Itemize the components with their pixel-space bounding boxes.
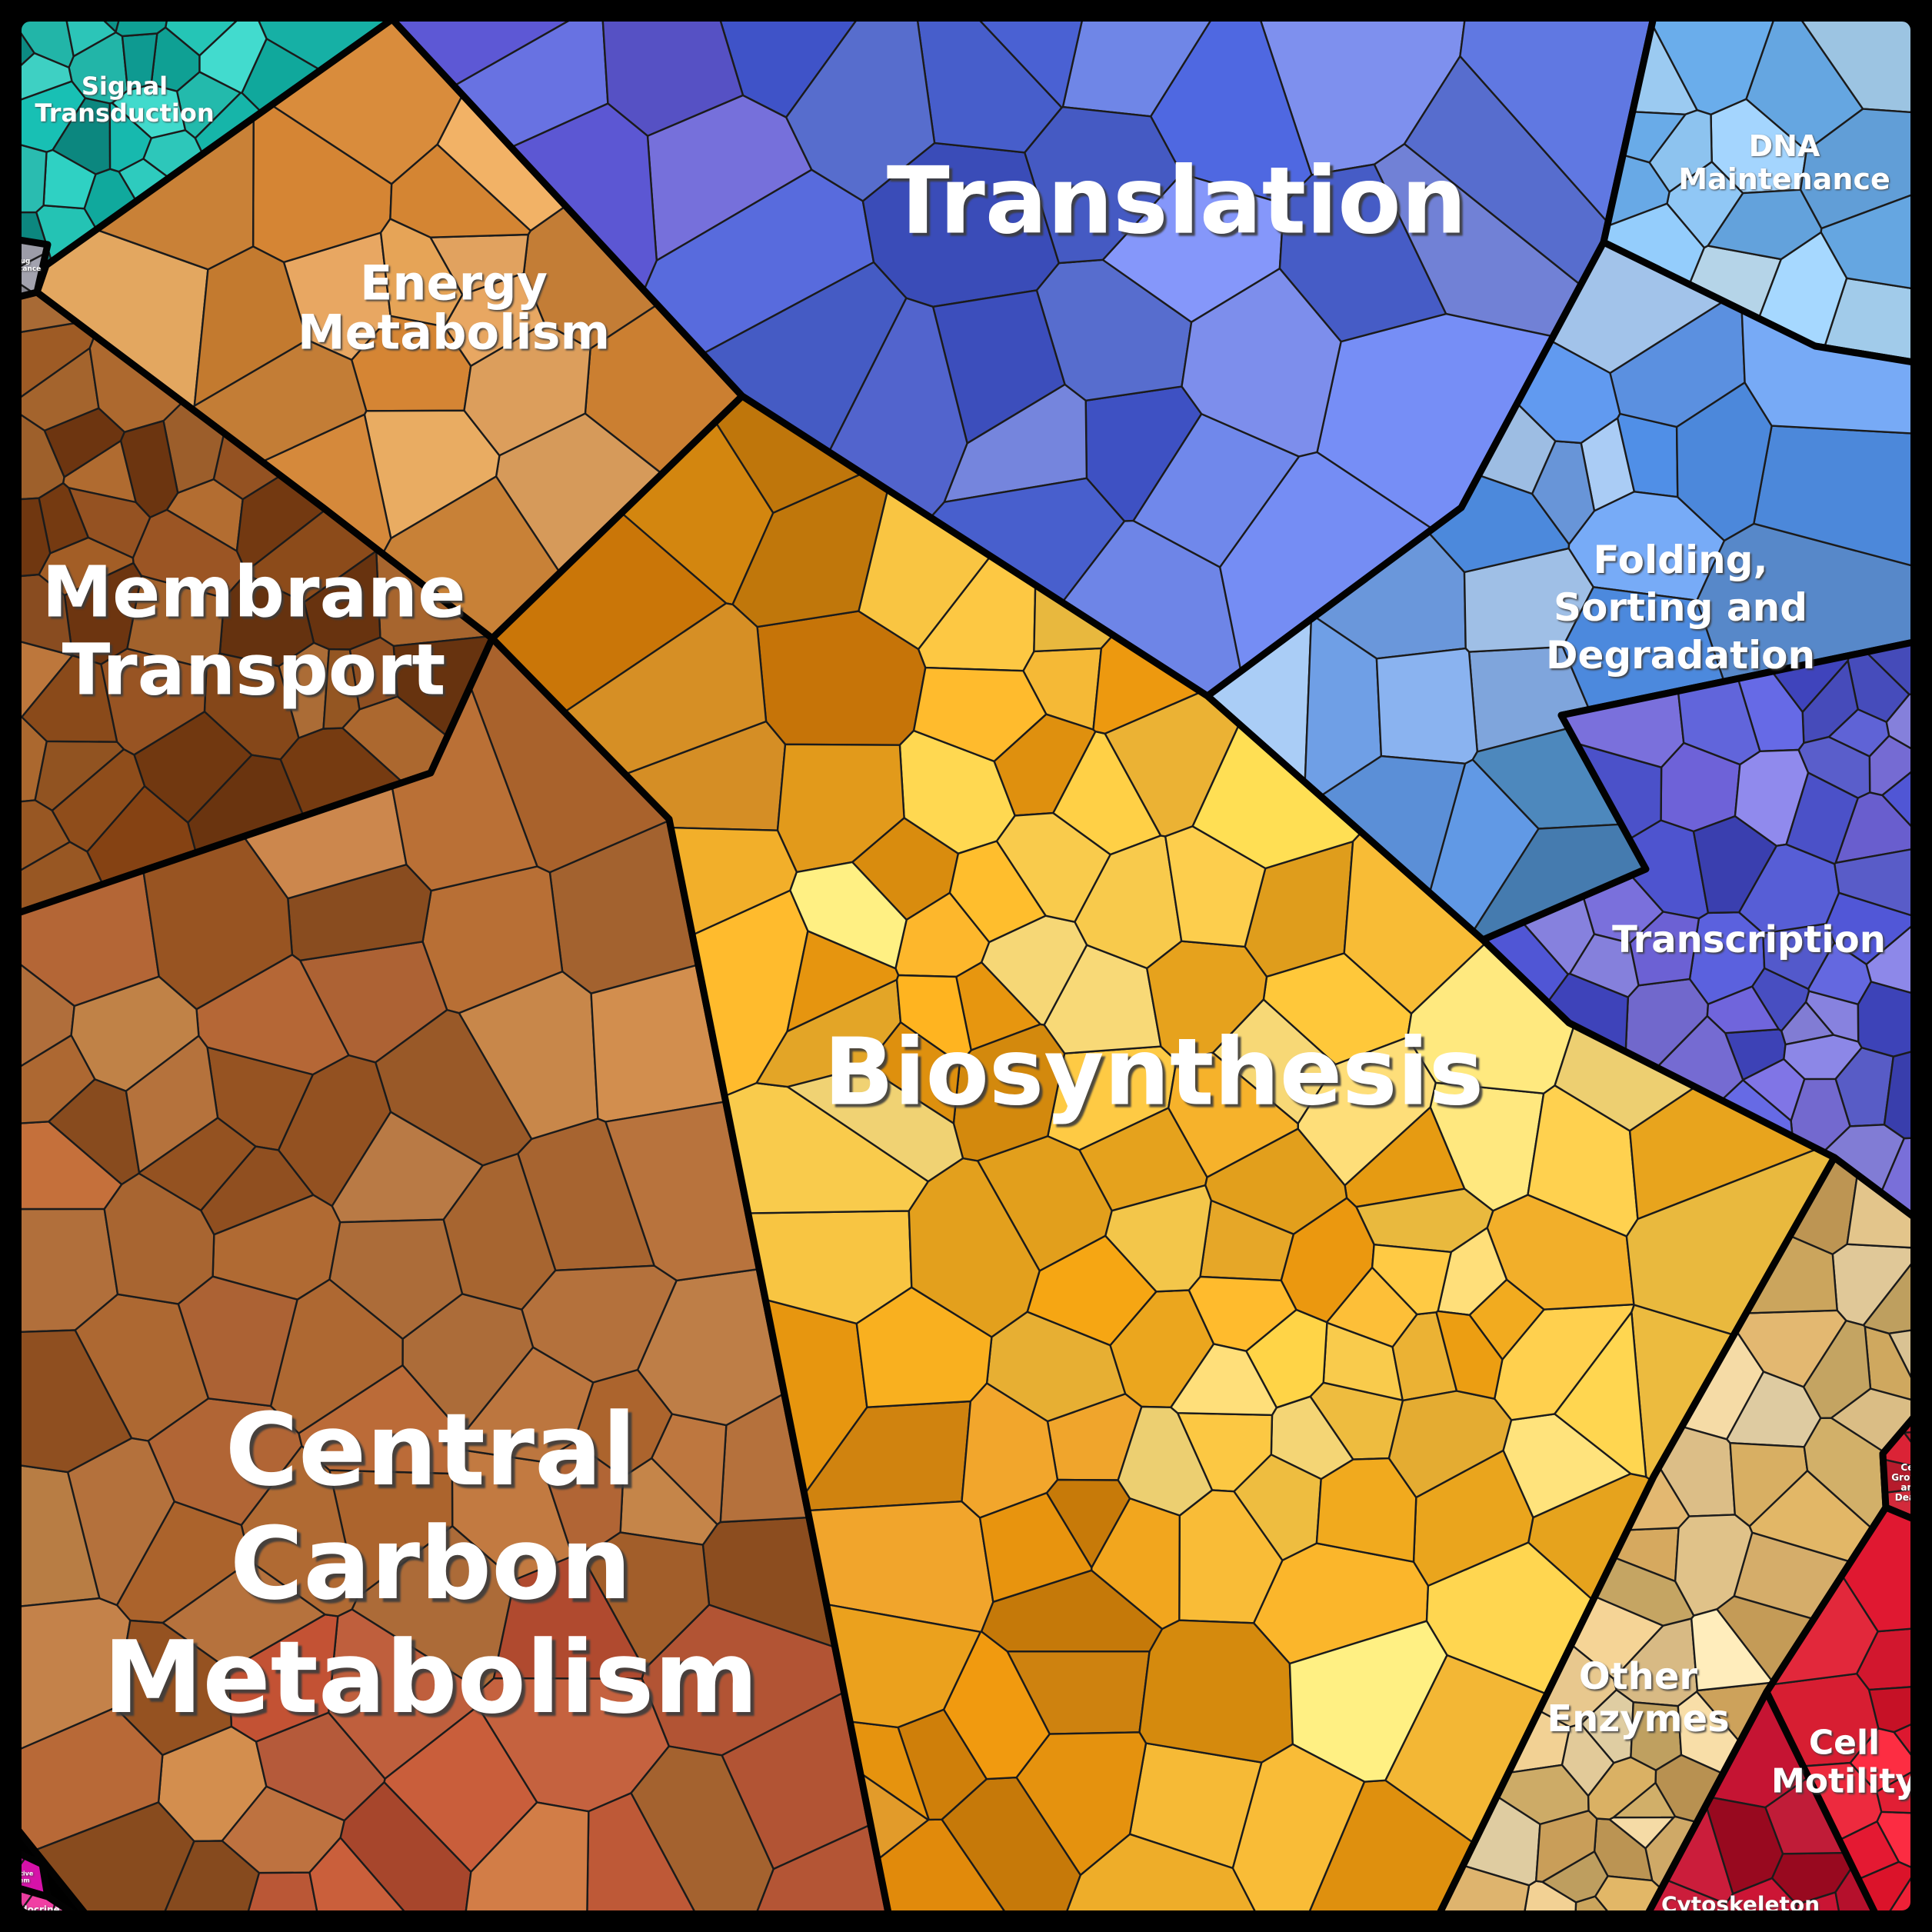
biosynthesis-cell[interactable]	[942, 1631, 1051, 1780]
membrane-transport-cell[interactable]	[100, 648, 208, 756]
central-carbon-metabolism-cell[interactable]	[573, 1368, 673, 1478]
region-label-dna-maintenance: DNA	[1749, 129, 1820, 163]
central-carbon-metabolism-cell[interactable]	[0, 1329, 133, 1474]
energy-metabolism-cell[interactable]	[379, 218, 464, 328]
region-dna-maintenance	[1600, 0, 1932, 369]
region-labels: SignalTransductionEnergyMetabolismMembra…	[1, 72, 1922, 1922]
region-other-enzymes	[1427, 1154, 1922, 1922]
biosynthesis-cell[interactable]	[1554, 1311, 1647, 1478]
transcription-cell[interactable]	[1692, 815, 1777, 914]
biosynthesis-cell[interactable]	[1387, 1390, 1513, 1499]
region-label-central-carbon-metabolism: Carbon	[230, 1505, 631, 1622]
biosynthesis-cell[interactable]	[1168, 1051, 1299, 1178]
biosynthesis-cell[interactable]	[1435, 1310, 1504, 1400]
region-label-digestive-system: Digestive	[1, 1870, 34, 1877]
membrane-transport-cell[interactable]	[119, 420, 179, 518]
membrane-transport-cell[interactable]	[126, 575, 225, 670]
biosynthesis-cell[interactable]	[1231, 1743, 1366, 1932]
drug-resistance-border	[10, 233, 52, 305]
region-membrane-transport	[10, 288, 496, 923]
biosynthesis-cell[interactable]	[1138, 1619, 1294, 1764]
region-label-central-carbon-metabolism: Metabolism	[103, 1619, 758, 1736]
region-label-membrane-transport: Membrane	[42, 551, 465, 634]
folding-sorting-degradation-cell[interactable]	[1516, 339, 1621, 445]
region-central-carbon-metabolism	[0, 635, 896, 1932]
central-carbon-metabolism-cell[interactable]	[328, 1218, 464, 1340]
membrane-transport-cell[interactable]	[68, 487, 152, 559]
region-label-folding-sorting-degradation: Degradation	[1546, 633, 1815, 678]
central-carbon-metabolism-cell[interactable]	[298, 1364, 467, 1475]
region-label-signal-transduction: Signal	[82, 72, 168, 101]
region-label-biosynthesis: Biosynthesis	[824, 1020, 1484, 1127]
cytoskeleton-border	[1634, 1688, 1888, 1922]
other-enzymes-cell[interactable]	[1674, 1514, 1754, 1617]
region-energy-metabolism	[33, 15, 746, 642]
central-carbon-metabolism-cell[interactable]	[125, 1034, 219, 1174]
biosynthesis-cell[interactable]	[786, 1065, 964, 1183]
region-label-folding-sorting-degradation: Folding,	[1594, 538, 1768, 582]
dna-maintenance-cell[interactable]	[1787, 0, 1932, 115]
membrane-transport-cell[interactable]	[322, 648, 361, 730]
translation-cell[interactable]	[959, 0, 1088, 108]
biosynthesis-cell[interactable]	[1170, 1343, 1277, 1417]
biosynthesis-cell[interactable]	[912, 666, 1048, 763]
region-label-transcription: Transcription	[1612, 918, 1886, 961]
region-label-drug-resistance: resistance	[1, 265, 42, 273]
central-carbon-metabolism-cell[interactable]	[212, 1194, 341, 1301]
transcription-cell[interactable]	[1629, 911, 1700, 987]
central-carbon-metabolism-cell[interactable]	[581, 1531, 711, 1671]
central-carbon-metabolism-cell[interactable]	[308, 1837, 423, 1932]
central-carbon-metabolism-cell[interactable]	[177, 1275, 298, 1407]
region-label-other-enzymes: Enzymes	[1547, 1697, 1729, 1740]
region-label-membrane-transport: Transport	[62, 629, 446, 711]
transcription-cell[interactable]	[1568, 933, 1640, 998]
region-label-other-enzymes: Other	[1579, 1655, 1697, 1698]
biosynthesis-cell[interactable]	[978, 1491, 1093, 1603]
central-carbon-metabolism-cell[interactable]	[0, 1121, 123, 1211]
region-label-energy-metabolism: Energy	[360, 255, 548, 311]
signal-transduction-cell[interactable]	[198, 6, 268, 94]
biosynthesis-cell[interactable]	[995, 811, 1111, 923]
other-enzymes-cell[interactable]	[1587, 1756, 1657, 1820]
endocrine-system-border	[10, 1879, 105, 1922]
region-label-cell-motility: Cell	[1809, 1724, 1880, 1763]
translation-cell[interactable]	[785, 0, 936, 202]
central-carbon-metabolism-cell[interactable]	[462, 1801, 590, 1932]
central-carbon-metabolism-cell[interactable]	[0, 1034, 96, 1126]
region-label-signal-transduction: Transduction	[35, 98, 214, 128]
region-label-translation: Translation	[887, 148, 1467, 255]
region-label-dna-maintenance: Maintenance	[1678, 162, 1890, 196]
biosynthesis-cell[interactable]	[786, 930, 900, 1033]
folding-sorting-degradation-cell[interactable]	[1375, 647, 1478, 764]
transcription-cell[interactable]	[1785, 771, 1859, 865]
region-folding-sorting-degradation	[1204, 238, 1922, 944]
central-carbon-metabolism-cell[interactable]	[630, 1745, 774, 1932]
biosynthesis-cell[interactable]	[1104, 1184, 1212, 1293]
region-label-cell-motility: Motility	[1771, 1762, 1917, 1801]
energy-metabolism-cell[interactable]	[443, 272, 545, 367]
biosynthesis-cell[interactable]	[1026, 1234, 1158, 1347]
dna-maintenance-cell[interactable]	[1799, 108, 1932, 230]
other-enzymes-cell[interactable]	[1802, 1319, 1872, 1419]
biosynthesis-cell[interactable]	[1204, 1128, 1348, 1235]
region-label-energy-metabolism: Metabolism	[298, 305, 610, 361]
cell-motility-border	[1763, 1504, 1922, 1922]
region-label-folding-sorting-degradation: Sorting and	[1554, 585, 1807, 630]
central-carbon-metabolism-cell[interactable]	[155, 1840, 261, 1932]
biosynthesis-cell[interactable]	[789, 861, 908, 970]
central-carbon-metabolism-cell[interactable]	[375, 1008, 533, 1167]
region-label-central-carbon-metabolism: Central	[225, 1391, 637, 1508]
signal-transduction-cell[interactable]	[111, 83, 187, 139]
